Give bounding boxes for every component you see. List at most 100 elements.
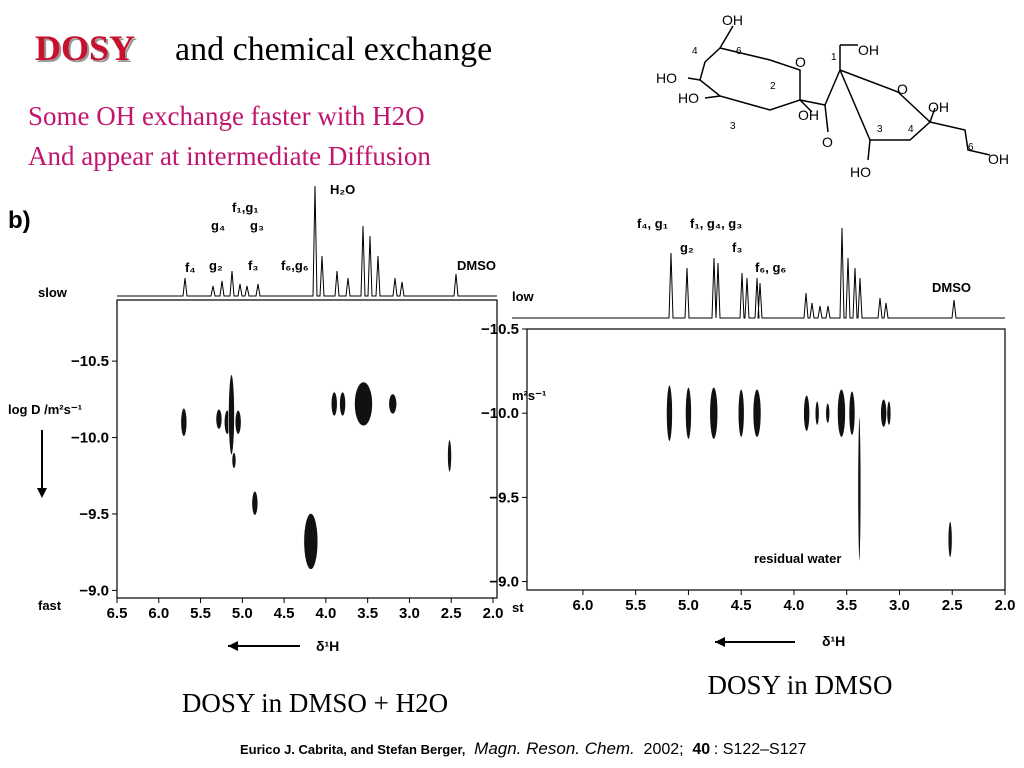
caption: DOSY in DMSO + H2O [182,688,448,718]
peak-annotation: DMSO [932,280,971,295]
cross-peak [685,386,692,440]
fast-label: fast [38,598,62,613]
cross-peak [803,394,810,432]
cross-peak [234,409,242,435]
cross-peak [251,490,259,516]
x-tick-label: 3.5 [836,597,857,614]
x-tick-label: 4.0 [784,597,805,614]
arrow-head [228,641,238,651]
plot-frame [116,299,498,599]
x-tick-label: 6.0 [148,605,169,622]
structure-label: OH [988,151,1009,167]
y-tick-label: −10.0 [481,405,519,422]
cross-peak [709,386,719,440]
y-axis-label: m²s⁻¹ [512,388,546,403]
structure-label: HO [656,70,677,86]
x-tick-label: 4.0 [315,605,336,622]
structure-bonds [687,25,991,161]
cross-peak [848,390,856,436]
projection-trace [117,185,497,297]
x-tick-label: 3.5 [357,605,378,622]
cross-peak [330,391,338,417]
x-tick-label: 5.5 [625,597,646,614]
citation-journal: Magn. Reson. Chem. [474,739,635,758]
x-tick-label: 3.0 [889,597,910,614]
slow-label: slow [38,285,68,300]
peak-annotation: g₃ [250,218,264,233]
x-tick-label: 4.5 [731,597,752,614]
peak-annotation: residual water [754,551,841,566]
y-tick-label: −10.5 [71,353,109,370]
structure-label: HO [850,164,871,180]
x-axis-label: δ¹H [316,638,339,654]
x-tick-label: 4.5 [274,605,295,622]
citation-authors: Eurico J. Cabrita, and Stefan Berger, [240,742,465,757]
peak-annotation: f₄, g₁ [637,216,668,231]
cross-peak [228,374,235,455]
cross-peak [886,400,892,426]
cross-peak [215,408,223,430]
structure-label: O [822,134,833,150]
peak-annotation: f₆, g₆ [755,260,786,275]
structure-label: HO [678,90,699,106]
cross-peak [180,407,188,437]
structure-label: OH [798,107,819,123]
x-tick-label: 2.5 [441,605,462,622]
cross-peak [737,388,745,438]
y-tick-label: −9.0 [489,574,519,591]
peak-annotation: DMSO [457,258,496,273]
cross-peak [752,388,762,438]
x-tick-label: 5.5 [190,605,211,622]
y-tick-label: −9.5 [489,489,519,506]
structure-label: 6 [736,46,742,57]
x-tick-label: 2.0 [483,605,504,622]
citation: Eurico J. Cabrita, and Stefan Berger, Ma… [240,739,807,758]
citation-volume: 40 [692,741,710,758]
y-tick-label: −9.0 [79,582,109,599]
peak-annotation: H₂O [330,182,355,197]
peak-annotation: f₁,g₁ [232,200,259,215]
peak-annotation: g₂ [209,258,223,273]
arrow-head [715,637,725,647]
projection-trace [512,227,1005,319]
peak-annotation: g₂ [680,240,694,255]
structure-label: O [795,54,806,70]
structure-label: 6 [968,142,974,153]
structure-label: OH [858,42,879,58]
x-tick-label: 5.0 [678,597,699,614]
peak-annotation: f₆,g₆ [281,258,309,273]
slow-label: low [512,289,535,304]
plot-frame [526,328,1006,591]
peak-annotation: f₃ [732,240,742,255]
x-tick-label: 6.0 [572,597,593,614]
cross-peak [825,402,831,424]
cross-peak [303,513,319,570]
subtitle: Some OH exchange faster with H2O [28,101,425,131]
structure-label: OH [722,12,743,28]
cross-peak [857,416,862,562]
y-tick-label: −9.5 [79,506,109,523]
x-axis-label: δ¹H [822,633,845,649]
citation-pages: : S122–S127 [714,741,807,758]
x-tick-label: 3.0 [399,605,420,622]
x-tick-label: 2.5 [942,597,963,614]
peak-annotation: f₁, g₄, g₃ [690,216,742,231]
title-shadow: DOSY [37,30,137,70]
arrow-head [37,488,47,498]
y-axis-label: log D /m²s⁻¹ [8,402,82,417]
cross-peak [447,439,452,473]
structure-label: 3 [877,124,883,135]
x-tick-label: 5.0 [232,605,253,622]
structure-label: 3 [730,121,736,132]
peak-annotation: g₄ [211,218,225,233]
structure-label: 4 [692,46,698,57]
panel-label: b) [8,207,31,234]
structure-label: 2 [770,81,776,92]
title: and chemical exchange [175,31,492,68]
structure-label: O [897,81,908,97]
x-tick-label: 6.5 [107,605,128,622]
peak-annotation: f₄ [185,260,196,275]
title-highlight: DOSY [35,28,135,68]
cross-peak [231,452,237,469]
